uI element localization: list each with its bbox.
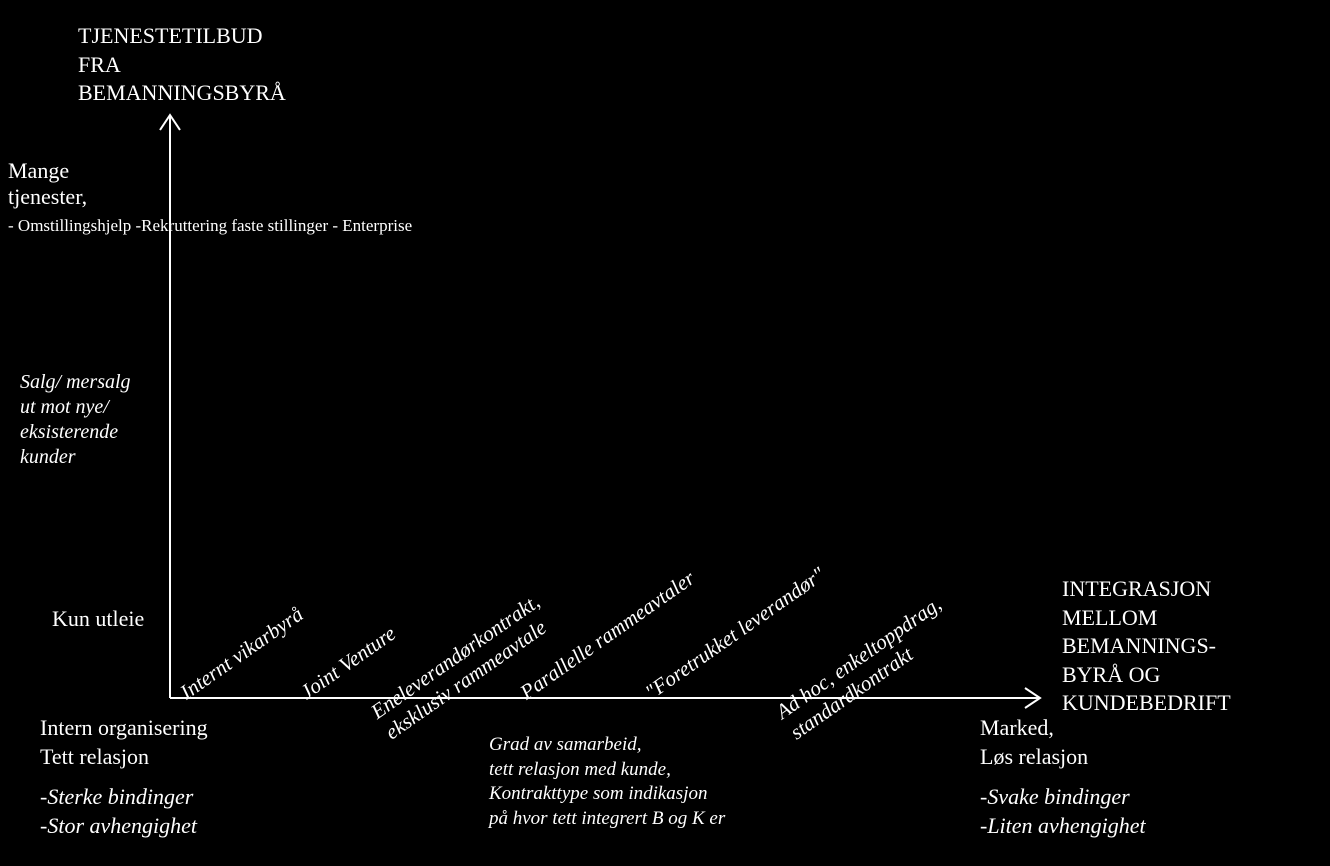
y-axis-title-line3: BEMANNINGSBYRÅ: [78, 79, 286, 108]
y-axis-mid: Salg/ mersalg ut mot nye/ eksisterende k…: [20, 370, 131, 470]
y-axis-arrow: [160, 115, 180, 130]
y-axis-title-line1: TJENESTETILBUD: [78, 22, 286, 51]
y-axis-title: TJENESTETILBUD FRA BEMANNINGSBYRÅ: [78, 22, 286, 108]
diagonal-label-5: Ad hoc, enkeltoppdrag, standardkontrakt: [771, 592, 960, 745]
x-axis-left-sub: -Sterke bindinger -Stor avhengighet: [40, 783, 208, 840]
x-axis-title-line2: MELLOM: [1062, 604, 1231, 633]
x-axis-left-main: Intern organisering Tett relasjon: [40, 714, 208, 771]
x-axis-right-main: Marked, Løs relasjon: [980, 714, 1146, 771]
x-axis-left: Intern organisering Tett relasjon -Sterk…: [40, 714, 208, 840]
y-axis-high: Mange tjenester, - Omstillingshjelp -Rek…: [8, 158, 412, 237]
x-axis-title-line1: INTEGRASJON: [1062, 575, 1231, 604]
x-axis-mid: Grad av samarbeid, tett relasjon med kun…: [489, 733, 725, 832]
x-axis-right-sub: -Svake bindinger -Liten avhengighet: [980, 783, 1146, 840]
x-axis-arrow: [1025, 688, 1040, 708]
diagonal-label-2: Eneleverandørkontrakt, eksklusiv rammeav…: [366, 589, 559, 745]
y-axis-high-main: Mange tjenester,: [8, 158, 412, 211]
y-axis-title-line2: FRA: [78, 51, 286, 80]
x-axis-title-line4: BYRÅ OG: [1062, 661, 1231, 690]
y-axis-low: Kun utleie: [52, 606, 144, 632]
x-axis-right: Marked, Løs relasjon -Svake bindinger -L…: [980, 714, 1146, 840]
x-axis-title-line3: BEMANNINGS-: [1062, 632, 1231, 661]
x-axis-title: INTEGRASJON MELLOM BEMANNINGS- BYRÅ OG K…: [1062, 575, 1231, 718]
y-axis-high-sub: - Omstillingshjelp -Rekruttering faste s…: [8, 215, 412, 237]
diagonal-label-0: Internt vikarbyrå: [176, 602, 308, 705]
